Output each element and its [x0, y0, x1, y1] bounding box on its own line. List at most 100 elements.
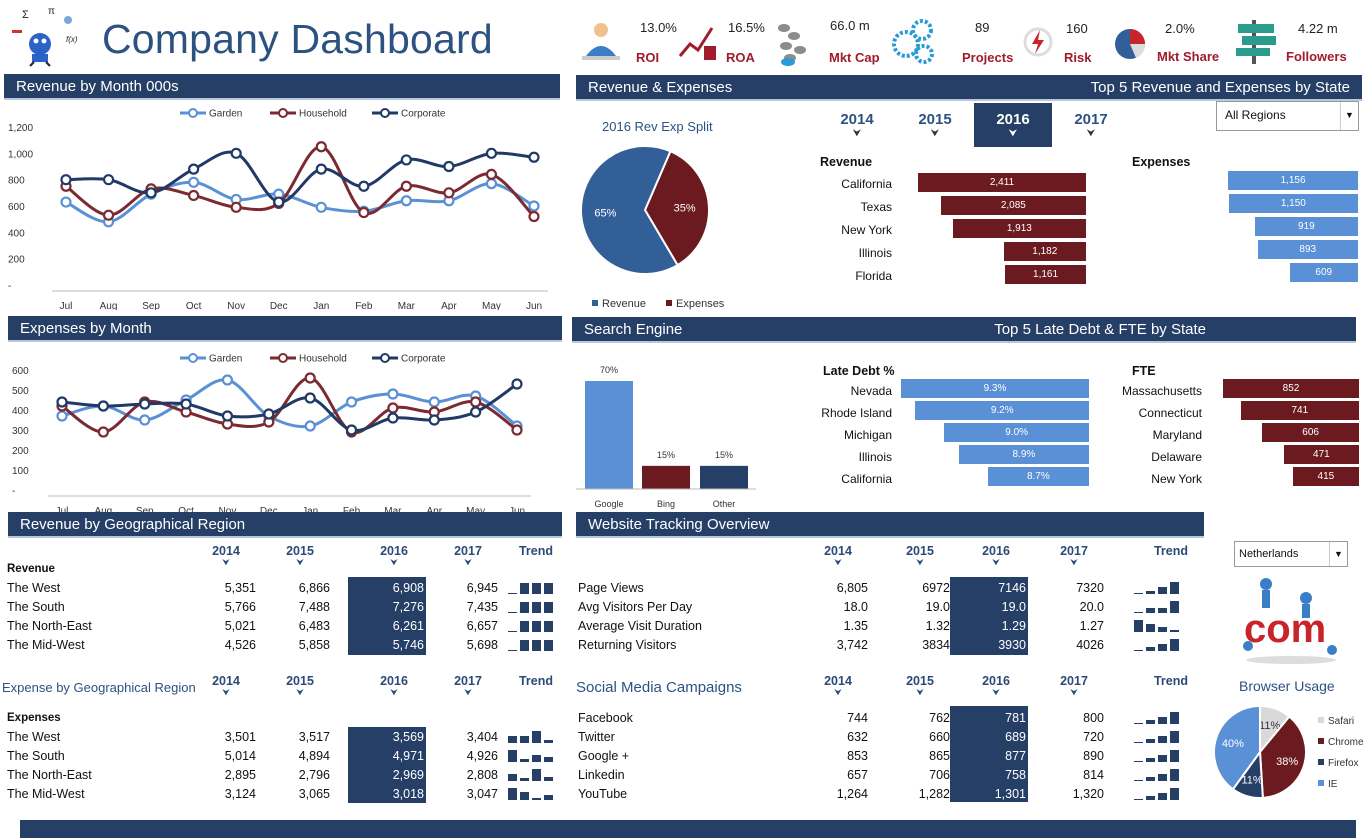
x-tick-label: Feb: [343, 506, 361, 514]
x-tick-label: May: [482, 301, 501, 310]
trend-bar: [544, 583, 553, 594]
cell-value: 7146: [998, 581, 1026, 595]
trend-sparkbars: [1134, 729, 1184, 743]
trend-bar: [520, 602, 529, 613]
country-dropdown[interactable]: Netherlands ▼: [1234, 541, 1348, 567]
year-header: 2017 ⮟: [1044, 544, 1104, 568]
data-point: [400, 195, 412, 207]
row-label: The Mid-West: [7, 638, 85, 652]
revenue-expenses-pie: 35% 65% Revenue Expenses: [580, 145, 725, 310]
filter-icon: ⮟: [916, 558, 924, 567]
revenue-bar: 1,161: [1005, 265, 1086, 284]
trend-sparkbars: [508, 599, 558, 613]
trend-bar: [1134, 742, 1143, 743]
data-point: [56, 410, 68, 422]
cell-value: 660: [929, 730, 950, 744]
trend-bar: [532, 755, 541, 762]
kpi-label: Projects: [962, 50, 1014, 65]
data-point: [428, 414, 440, 426]
filter-icon: ⮟: [992, 558, 1000, 567]
signpost-icon: [1234, 16, 1280, 66]
cell-value: 6,866: [298, 581, 330, 595]
data-point: [145, 187, 157, 199]
trend-bar: [544, 621, 553, 632]
year-label: 2014: [212, 544, 240, 558]
lightning-icon: [1022, 16, 1068, 66]
year-tab-2017[interactable]: 2017 ⮟: [1061, 111, 1121, 138]
cell-value: 19.0: [1001, 600, 1026, 614]
row-label: The North-East: [7, 768, 92, 782]
data-point: [188, 176, 200, 188]
trend-bar: [1134, 723, 1143, 724]
svg-text:Expenses: Expenses: [676, 298, 725, 310]
year-tab-2014[interactable]: 2014 ⮟: [827, 111, 887, 138]
trend-bar: [544, 777, 553, 781]
kpi-label: Mkt Share: [1157, 49, 1220, 64]
data-point: [387, 412, 399, 424]
cell-value: 1,264: [836, 787, 868, 801]
cell-value: 6,483: [298, 619, 330, 633]
trend-bar: [520, 778, 529, 781]
region-dropdown[interactable]: All Regions ▼: [1216, 101, 1359, 131]
cell-value: 4,971: [392, 749, 424, 763]
year-tab-2016[interactable]: 2016 ⮟: [974, 103, 1052, 147]
trend-sparkbars: [1134, 710, 1184, 724]
state-label: California: [841, 472, 892, 486]
kpi-value: 4.22 m: [1298, 21, 1338, 36]
legend-entry: Household: [270, 108, 347, 120]
trend-bar: [532, 640, 541, 651]
svg-text:Household: Household: [299, 354, 347, 365]
kpi-label: Followers: [1286, 49, 1347, 64]
state-label: Nevada: [850, 384, 892, 398]
year-header: 2017 ⮟: [1044, 674, 1104, 698]
cell-value: 3,047: [466, 787, 498, 801]
trend-bar: [1134, 650, 1143, 651]
kpi-label: ROA: [726, 50, 755, 65]
year-header: 2017 ⮟: [438, 674, 498, 698]
chevron-down-icon[interactable]: ▼: [1340, 102, 1358, 130]
trend-bar: [532, 731, 541, 743]
state-label: New York: [1151, 472, 1202, 486]
trend-bar: [1170, 601, 1179, 613]
filter-icon: ⮟: [853, 128, 861, 138]
cell-value: 3,501: [224, 730, 256, 744]
expense-geo-title: Expense by Geographical Region: [2, 680, 196, 695]
year-label: 2016: [996, 111, 1030, 128]
svg-text:Safari: Safari: [1328, 716, 1354, 727]
pie-label: 11%: [1241, 774, 1262, 786]
cell-value: 18.0: [843, 600, 868, 614]
cell-value: 6,261: [392, 619, 424, 633]
svg-text:π: π: [48, 6, 55, 17]
bar-label: 15%: [715, 450, 733, 460]
trend-bar: [1134, 593, 1143, 594]
trend-bar: [1170, 788, 1179, 800]
year-tab-2015[interactable]: 2015 ⮟: [905, 111, 965, 138]
svg-text:Garden: Garden: [209, 354, 242, 365]
trend-sparkbars: [508, 729, 558, 743]
row-label: Twitter: [578, 730, 615, 744]
fte-bar: 606: [1262, 423, 1359, 442]
cell-value: 890: [1083, 749, 1104, 763]
cell-value: 7,276: [392, 600, 424, 614]
year-label: 2017: [454, 544, 482, 558]
chevron-down-icon[interactable]: ▼: [1329, 542, 1347, 566]
cell-value: 3,018: [392, 787, 424, 801]
page-title: Company Dashboard: [102, 16, 493, 62]
trend-bar: [532, 621, 541, 632]
pie-label: 35%: [674, 203, 696, 215]
browser-usage-title: Browser Usage: [1239, 678, 1335, 694]
revenue-bar: 1,182: [1003, 242, 1086, 261]
debt-bar: 8.7%: [987, 467, 1089, 486]
cell-value: 3,517: [298, 730, 330, 744]
filter-icon: ⮟: [992, 688, 1000, 697]
trend-bar: [1158, 793, 1167, 800]
expenses-month-chart: - 100 200 300 400 500 600 Jul Aug Sep Oct Nov Dec Jan…: [12, 353, 531, 514]
meditation-person-icon: [578, 16, 624, 66]
trend-sparkbars: [508, 637, 558, 651]
trend-bar: [1158, 736, 1167, 743]
trend-bar: [544, 757, 553, 762]
data-point: [358, 206, 370, 219]
section-title: Website Tracking Overview: [588, 516, 770, 533]
revenue-bars-title: Revenue: [820, 155, 873, 169]
x-tick-label: Other: [713, 499, 736, 509]
